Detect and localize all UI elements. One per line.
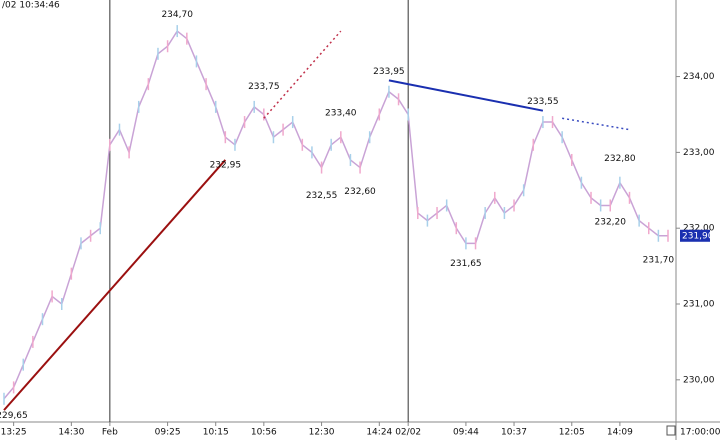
x-tick-label: 14:09 [607, 428, 633, 438]
price-line [3, 29, 668, 400]
y-tick-label: 232,00 [683, 224, 715, 234]
y-tick-label: 234,00 [683, 72, 715, 82]
x-tick-label: 10:37 [501, 428, 527, 438]
x-tick-label: 14:30 [58, 428, 84, 438]
x-tick-label: 10:56 [251, 428, 277, 438]
x-tick-label: 09:44 [453, 428, 479, 438]
trendline [263, 30, 342, 119]
x-tick-label: 12:05 [559, 428, 585, 438]
price-annotation: 232,80 [604, 154, 636, 164]
price-annotation: 233,55 [527, 97, 559, 107]
x-tick-label: 13:25 [1, 428, 27, 438]
price-annotation: 231,65 [450, 259, 482, 269]
x-tick-label: Feb [102, 428, 118, 438]
icon[interactable] [666, 425, 676, 436]
y-tick-label: 230,00 [683, 375, 715, 385]
x-tick-label: 02/02 [395, 428, 421, 438]
price-annotation: 232,55 [306, 191, 338, 201]
price-annotation: 232,20 [595, 218, 627, 228]
x-tick-label: 10:15 [203, 428, 229, 438]
x-tick-label: 12:30 [309, 428, 335, 438]
price-annotation: 233,75 [248, 82, 280, 92]
price-annotation: 232,60 [344, 187, 376, 197]
trendline [562, 117, 630, 131]
price-annotation: 234,70 [161, 10, 193, 20]
timestamp: /02 10:34:46 [2, 1, 60, 11]
price-annotation: 232,95 [210, 161, 242, 171]
last-price-label: 231,90 [682, 231, 714, 241]
y-tick-label: 233,00 [683, 148, 715, 158]
x-tick-label: 09:25 [155, 428, 181, 438]
last-price-box [680, 229, 710, 242]
price-annotation: 233,95 [373, 67, 405, 77]
price-annotation: 231,70 [643, 255, 675, 265]
price-annotation: 233,40 [325, 109, 357, 119]
price-annotation: 229,65 [0, 411, 28, 421]
y-tick-label: 231,00 [683, 300, 715, 310]
trendline [388, 79, 544, 112]
x-tick-label: 14:24 [366, 428, 392, 438]
trendline [3, 159, 227, 411]
end-time: 17:00:00 [680, 428, 720, 438]
